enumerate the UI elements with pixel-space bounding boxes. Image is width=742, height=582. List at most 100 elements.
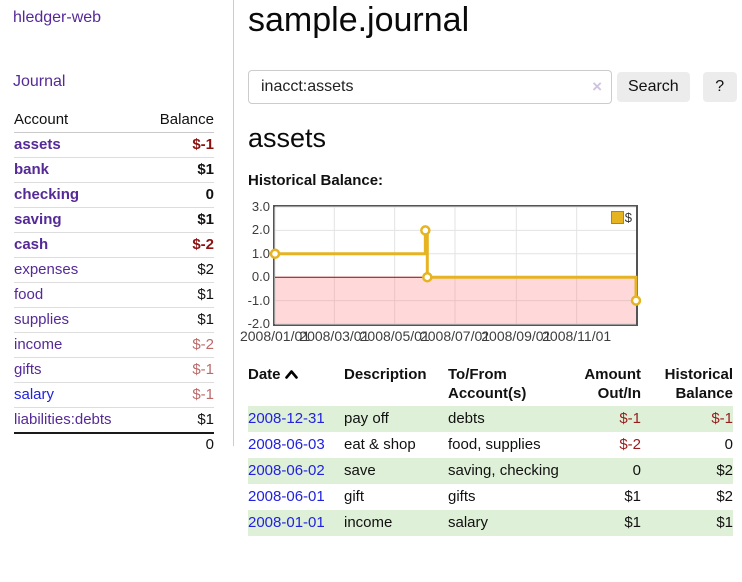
transaction-amount: 0 <box>632 462 641 479</box>
register-row: 2008-06-01 gift gifts $1 $2 <box>248 484 733 510</box>
y-axis-tick-label: 2.0 <box>251 222 270 238</box>
y-axis-tick-label: -2.0 <box>247 316 270 331</box>
register-row: 2008-06-03 eat & shop food, supplies $-2 0 <box>248 432 733 458</box>
account-balance: $1 <box>142 157 214 183</box>
transaction-description: pay off <box>344 410 389 427</box>
help-button[interactable]: ? <box>702 72 737 102</box>
register-header-accounts: To/From Account(s) <box>448 366 527 402</box>
account-link[interactable]: food <box>14 286 44 303</box>
transaction-balance: 0 <box>724 436 733 453</box>
y-axis-tick-label: -1.0 <box>247 292 270 308</box>
x-axis-tick-label: 2008/05/01 <box>359 328 430 344</box>
search-form: × Search ? <box>248 70 737 104</box>
account-link[interactable]: assets <box>14 136 61 153</box>
brand-link[interactable]: hledger-web <box>13 9 102 26</box>
account-row: cash $-2 <box>14 232 214 258</box>
accounts-header-balance: Balance <box>142 108 214 133</box>
transaction-description: gift <box>344 488 365 505</box>
transaction-accounts: salary <box>448 514 489 531</box>
account-row: income $-2 <box>14 332 214 358</box>
search-button[interactable]: Search <box>617 72 690 102</box>
transaction-description: eat & shop <box>344 436 416 453</box>
transaction-amount: $-2 <box>619 436 641 453</box>
account-row: supplies $1 <box>14 307 214 333</box>
account-link[interactable]: gifts <box>14 361 42 378</box>
account-link[interactable]: income <box>14 336 63 353</box>
transaction-date-link[interactable]: 2008-06-02 <box>248 462 325 479</box>
accounts-total-value: 0 <box>142 432 214 457</box>
chart-title: Historical Balance: <box>248 172 384 189</box>
account-link[interactable]: expenses <box>14 261 79 278</box>
account-link[interactable]: salary <box>14 386 55 403</box>
account-row: liabilities:debts $1 <box>14 407 214 433</box>
register-header-amount: Amount Out/In <box>584 366 641 402</box>
transaction-balance: $2 <box>716 462 733 479</box>
y-axis-tick-label: 1.0 <box>251 245 270 261</box>
account-balance: $1 <box>142 282 214 308</box>
chart-legend: $ <box>610 210 632 225</box>
x-axis-tick-label: 2008/03/01 <box>299 328 370 344</box>
account-link[interactable]: cash <box>14 236 49 253</box>
account-link[interactable]: liabilities:debts <box>14 411 112 428</box>
account-link[interactable]: supplies <box>14 311 70 328</box>
account-row: salary $-1 <box>14 382 214 408</box>
transaction-date-link[interactable]: 2008-06-01 <box>248 488 325 505</box>
transaction-description: save <box>344 462 376 479</box>
account-row: gifts $-1 <box>14 357 214 383</box>
transaction-accounts: food, supplies <box>448 436 541 453</box>
sidebar-item-journal[interactable]: Journal <box>13 73 66 90</box>
account-link[interactable]: saving <box>14 211 62 228</box>
transaction-date-link[interactable]: 2008-06-03 <box>248 436 325 453</box>
account-balance: $1 <box>142 407 214 433</box>
transaction-date-link[interactable]: 2008-01-01 <box>248 514 325 531</box>
register-header-balance: Historical Balance <box>664 366 733 402</box>
chart-plot-area[interactable]: $ <box>269 205 642 326</box>
y-axis-tick-label: 0.0 <box>251 269 270 285</box>
main-content: sample.journal × Search ? assets Histori… <box>240 0 737 582</box>
account-balance: $-1 <box>142 357 214 383</box>
sidebar: hledger-web Journal Account Balance asse… <box>0 0 233 457</box>
x-axis-tick-label: 2008/11/01 <box>542 328 612 344</box>
search-box: × <box>248 70 612 104</box>
register-row: 2008-12-31 pay off debts $-1 $-1 <box>248 406 733 432</box>
x-axis-tick-label: 2008/07/01 <box>419 328 491 344</box>
account-row: bank $1 <box>14 157 214 183</box>
account-balance: $-1 <box>142 382 214 408</box>
account-balance: $-1 <box>192 136 214 153</box>
historical-balance-chart[interactable]: $ 3.0 2.0 1.0 0.0 -1.0 -2.0 2008/01/01 2008/03… <box>240 200 734 355</box>
transaction-accounts: gifts <box>448 488 476 505</box>
account-balance: 0 <box>142 182 214 208</box>
transaction-accounts: debts <box>448 410 485 427</box>
transaction-amount: $1 <box>624 514 641 531</box>
x-axis-tick-label: 2008/09/01 <box>481 328 552 344</box>
search-input[interactable] <box>248 70 612 104</box>
x-axis-tick-label: 2008/01/01 <box>239 328 311 344</box>
transaction-amount: $-1 <box>619 410 641 427</box>
register-header-date[interactable]: Date <box>248 362 344 406</box>
register-row: 2008-01-01 income salary $1 $1 <box>248 510 733 536</box>
legend-label: $ <box>624 210 632 225</box>
transaction-balance: $2 <box>716 488 733 505</box>
transaction-date-link[interactable]: 2008-12-31 <box>248 410 325 427</box>
account-link[interactable]: checking <box>14 186 80 203</box>
transaction-description: income <box>344 514 393 531</box>
transaction-balance: $-1 <box>711 410 733 427</box>
register-header-date-label: Date <box>248 366 281 383</box>
account-row: assets $-1 <box>14 133 214 158</box>
account-balance: $-2 <box>142 332 214 358</box>
account-link[interactable]: bank <box>14 161 50 178</box>
register-table: Date Description To/From Account(s) Amou… <box>248 362 733 536</box>
account-heading: assets <box>248 123 327 153</box>
page-title: sample.journal <box>248 1 470 39</box>
accounts-total-row: 0 <box>14 432 214 457</box>
register-header-description: Description <box>344 366 427 383</box>
account-row: food $1 <box>14 282 214 308</box>
accounts-table: Account Balance assets $-1 bank $1 checking 0… <box>14 108 214 457</box>
clear-search-icon[interactable]: × <box>592 77 602 96</box>
account-balance: $1 <box>142 207 214 233</box>
y-axis-tick-label: 3.0 <box>251 199 270 214</box>
account-row: saving $1 <box>14 207 214 233</box>
chart-canvas <box>269 206 642 325</box>
register-header-row: Date Description To/From Account(s) Amou… <box>248 362 733 406</box>
sidebar-divider <box>233 0 234 446</box>
